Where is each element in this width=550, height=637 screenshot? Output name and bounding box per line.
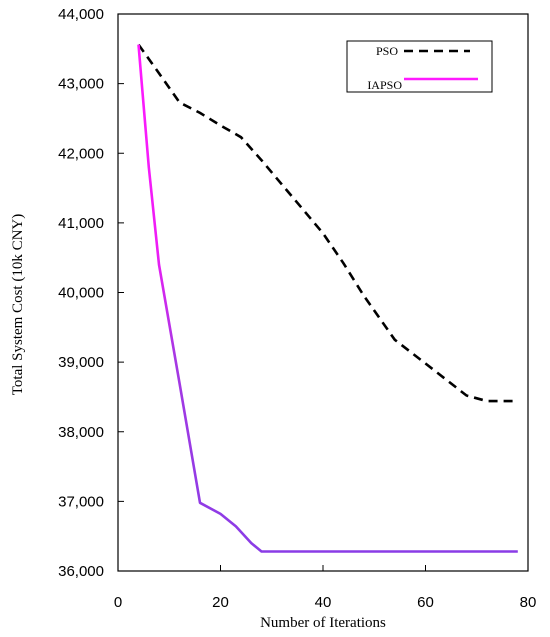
y-tick-label: 44,000 [58, 6, 104, 23]
y-tick-label: 43,000 [58, 76, 104, 93]
y-tick-label: 38,000 [58, 424, 104, 441]
y-tick-label: 41,000 [58, 215, 104, 232]
x-axis: 0 20 40 60 80 [114, 565, 537, 611]
y-tick-label: 36,000 [58, 563, 104, 580]
legend: PSO IAPSO [346, 40, 493, 93]
x-tick-label: 0 [114, 594, 122, 611]
y-tick-label: 37,000 [58, 493, 104, 510]
x-tick-label: 40 [315, 594, 332, 611]
series-layer [137, 43, 518, 553]
legend-box [346, 40, 493, 93]
x-axis-title: Number of Iterations [260, 615, 386, 631]
plot-area [117, 13, 529, 572]
y-axis-title: Total System Cost (10k CNY) [10, 214, 26, 395]
x-tick-label: 80 [520, 594, 537, 611]
plot-border [117, 13, 529, 572]
x-tick-label: 60 [417, 594, 434, 611]
legend-label-iapso: IAPSO [367, 78, 402, 92]
x-tick-label: 20 [212, 594, 229, 611]
y-tick-label: 39,000 [58, 354, 104, 371]
legend-label-pso: PSO [376, 44, 398, 58]
series-line-iapso [137, 44, 518, 553]
y-tick-label: 40,000 [58, 285, 104, 302]
y-axis: 36,000 37,000 38,000 39,000 40,000 41,000 42,0… [58, 6, 124, 580]
y-tick-label: 42,000 [58, 145, 104, 162]
series-line-pso [137, 43, 518, 403]
